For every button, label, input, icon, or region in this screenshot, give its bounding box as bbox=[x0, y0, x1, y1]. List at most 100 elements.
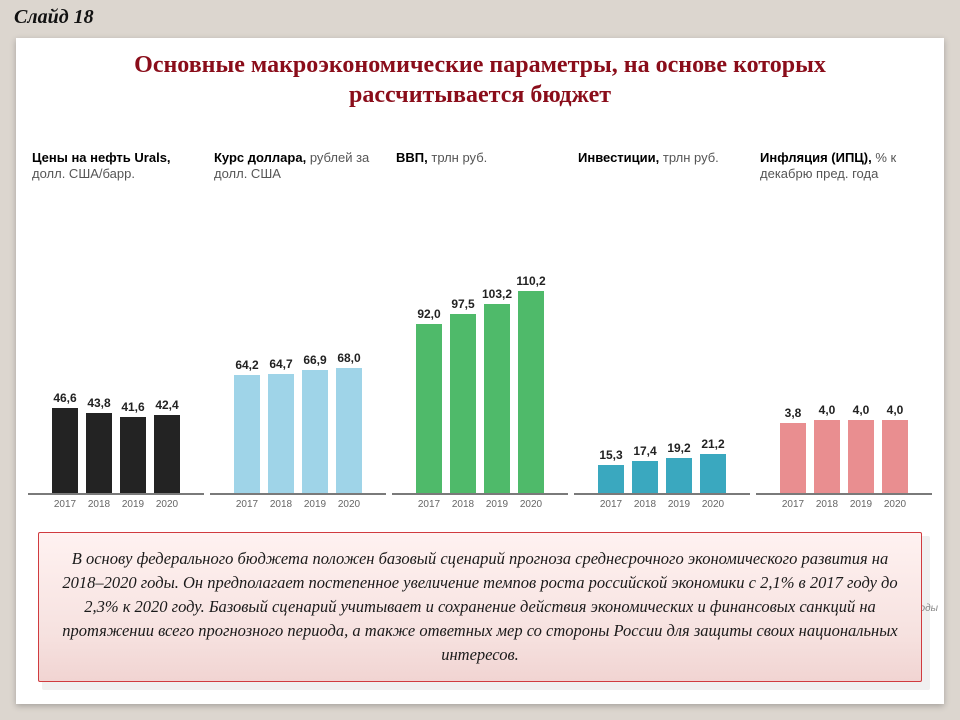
bar bbox=[484, 304, 510, 493]
x-axis-label: 2020 bbox=[152, 499, 182, 510]
bar-cell: 64,7 bbox=[266, 357, 296, 493]
x-axis-label: 2019 bbox=[300, 499, 330, 510]
bar-value-label: 66,9 bbox=[303, 353, 326, 367]
bar bbox=[814, 420, 840, 493]
chart-panel-title-bold: Курс доллара, bbox=[214, 150, 306, 165]
bar bbox=[700, 454, 726, 493]
summary-box: В основу федерального бюджета положен ба… bbox=[36, 530, 924, 684]
bar bbox=[268, 374, 294, 493]
x-axis-label: 2018 bbox=[84, 499, 114, 510]
bar-cell: 46,6 bbox=[50, 391, 80, 493]
bar-cell: 97,5 bbox=[448, 297, 478, 493]
bar-cell: 64,2 bbox=[232, 358, 262, 493]
bar-cell: 42,4 bbox=[152, 398, 182, 493]
bar-value-label: 3,8 bbox=[785, 406, 802, 420]
chart-panel: Цены на нефть Urals, долл. США/барр. 46,6… bbox=[28, 150, 204, 510]
bar bbox=[598, 465, 624, 493]
chart-panel-header: ВВП, трлн руб. bbox=[392, 150, 568, 222]
x-axis-label: 2017 bbox=[778, 499, 808, 510]
bars-area: 64,2 64,7 66,9 68,0 bbox=[210, 228, 386, 495]
x-axis-label: 2020 bbox=[880, 499, 910, 510]
x-axis-labels: 2017 2018 2019 2020 bbox=[756, 499, 932, 510]
x-axis-label: 2020 bbox=[334, 499, 364, 510]
bar bbox=[154, 415, 180, 493]
chart-panel: ВВП, трлн руб.92,097,5103,2110,220172018… bbox=[392, 150, 568, 510]
bar-value-label: 19,2 bbox=[667, 441, 690, 455]
bar-cell: 17,4 bbox=[630, 444, 660, 493]
bar-cell: 68,0 bbox=[334, 351, 364, 493]
x-axis-label: 2017 bbox=[596, 499, 626, 510]
bar bbox=[416, 324, 442, 493]
slide: Слайд 18 Основные макроэкономические пар… bbox=[0, 0, 960, 720]
bar-value-label: 92,0 bbox=[417, 307, 440, 321]
bar-value-label: 21,2 bbox=[701, 437, 724, 451]
x-axis-label: 2018 bbox=[630, 499, 660, 510]
x-axis-labels: 2017201820192020 bbox=[392, 499, 568, 510]
chart-panel-header: Цены на нефть Urals, долл. США/барр. bbox=[28, 150, 204, 222]
charts-row: Цены на нефть Urals, долл. США/барр. 46,6… bbox=[28, 150, 932, 510]
bar-cell: 4,0 bbox=[880, 403, 910, 493]
x-axis-label: 2020 bbox=[698, 499, 728, 510]
chart-panel-header: Курс доллара, рублей за долл. США bbox=[210, 150, 386, 222]
bar bbox=[780, 423, 806, 493]
bar-cell: 110,2 bbox=[516, 274, 546, 493]
slide-number-label: Слайд 18 bbox=[14, 6, 94, 29]
bar-cell: 4,0 bbox=[812, 403, 842, 493]
bar bbox=[336, 368, 362, 493]
bar-value-label: 68,0 bbox=[337, 351, 360, 365]
bar-value-label: 15,3 bbox=[599, 448, 622, 462]
x-axis-label: 2019 bbox=[664, 499, 694, 510]
x-axis-label: 2018 bbox=[812, 499, 842, 510]
chart-panel-title-rest: долл. США/барр. bbox=[32, 166, 135, 181]
bar-cell: 15,3 bbox=[596, 448, 626, 493]
x-axis-label: 2020 bbox=[516, 499, 546, 510]
bar bbox=[302, 370, 328, 493]
bars-area: 46,643,841,642,4 bbox=[28, 228, 204, 495]
bar-value-label: 97,5 bbox=[451, 297, 474, 311]
x-axis-label: 2017 bbox=[50, 499, 80, 510]
x-axis-label: 2018 bbox=[448, 499, 478, 510]
bar-value-label: 43,8 bbox=[87, 396, 110, 410]
bar-value-label: 42,4 bbox=[155, 398, 178, 412]
bar bbox=[848, 420, 874, 493]
bar-cell: 3,8 bbox=[778, 406, 808, 493]
x-axis-label: 2019 bbox=[482, 499, 512, 510]
chart-panel-title-bold: Инвестиции, bbox=[578, 150, 659, 165]
x-axis-labels: 2017 2018 2019 2020 bbox=[574, 499, 750, 510]
chart-panel: Инвестиции, трлн руб. 15,3 17,4 19,2 21,2 201… bbox=[574, 150, 750, 510]
content-card: Основные макроэкономические параметры, н… bbox=[16, 38, 944, 704]
bar-value-label: 17,4 bbox=[633, 444, 656, 458]
chart-panel-title-rest: трлн руб. bbox=[431, 150, 487, 165]
bar-cell: 66,9 bbox=[300, 353, 330, 493]
bar bbox=[52, 408, 78, 493]
bar-cell: 92,0 bbox=[414, 307, 444, 493]
bar-value-label: 64,7 bbox=[269, 357, 292, 371]
slide-title: Основные макроэкономические параметры, н… bbox=[16, 38, 944, 114]
chart-panel-header: Инфляция (ИПЦ), % к декабрю пред. года bbox=[756, 150, 932, 222]
bar-value-label: 4,0 bbox=[819, 403, 836, 417]
bar-value-label: 110,2 bbox=[516, 274, 545, 288]
bar bbox=[632, 461, 658, 493]
summary-text: В основу федерального бюджета положен ба… bbox=[38, 532, 922, 682]
x-axis-label: 2018 bbox=[266, 499, 296, 510]
bar bbox=[518, 291, 544, 493]
bar-cell: 19,2 bbox=[664, 441, 694, 493]
chart-panel-header: Инвестиции, трлн руб. bbox=[574, 150, 750, 222]
bar-cell: 43,8 bbox=[84, 396, 114, 493]
bar bbox=[234, 375, 260, 493]
bars-area: 3,8 4,0 4,0 4,0 bbox=[756, 228, 932, 495]
bar-cell: 103,2 bbox=[482, 287, 512, 493]
bars-area: 15,3 17,4 19,2 21,2 bbox=[574, 228, 750, 495]
chart-panel-title-bold: ВВП, bbox=[396, 150, 428, 165]
chart-panel: Курс доллара, рублей за долл. США64,264,… bbox=[210, 150, 386, 510]
bar bbox=[86, 413, 112, 493]
chart-panel-title-rest: трлн руб. bbox=[663, 150, 719, 165]
x-axis-labels: 2017201820192020 bbox=[28, 499, 204, 510]
bar bbox=[882, 420, 908, 493]
bar-value-label: 4,0 bbox=[853, 403, 870, 417]
x-axis-labels: 2017201820192020 bbox=[210, 499, 386, 510]
chart-panel: Инфляция (ИПЦ), % к декабрю пред. года3,… bbox=[756, 150, 932, 510]
bar-value-label: 46,6 bbox=[53, 391, 76, 405]
x-axis-label: 2019 bbox=[846, 499, 876, 510]
bars-area: 92,0 97,5 103,2 110,2 bbox=[392, 228, 568, 495]
